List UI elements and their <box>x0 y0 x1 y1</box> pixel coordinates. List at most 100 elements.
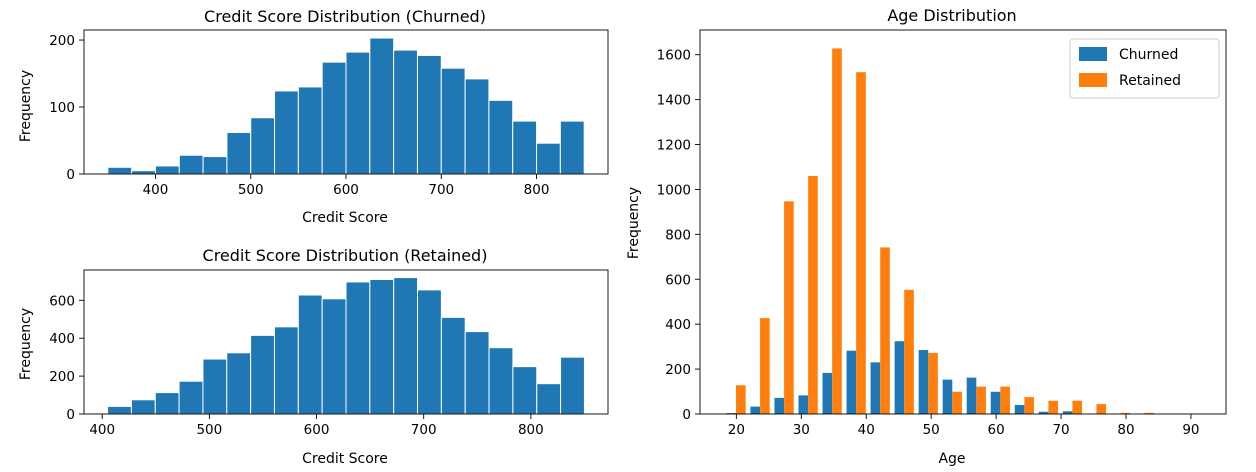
y-tick-label: 400 <box>665 317 691 333</box>
x-tick-label: 20 <box>728 422 745 438</box>
x-tick-label: 700 <box>411 422 437 438</box>
y-axis-label: Frequency <box>18 308 34 380</box>
bar-retained <box>1072 400 1083 414</box>
x-tick-label: 50 <box>923 422 940 438</box>
bar <box>154 392 180 415</box>
y-tick-label: 1400 <box>657 93 691 109</box>
bar-retained <box>784 201 794 414</box>
x-tick-label: 500 <box>196 422 222 438</box>
bar-retained <box>1144 412 1155 414</box>
bar-retained <box>856 72 866 415</box>
bar <box>321 61 347 175</box>
bar <box>154 165 180 175</box>
bar <box>416 54 442 175</box>
bar <box>488 99 514 175</box>
bar <box>393 277 419 415</box>
y-tick-label: 0 <box>66 407 75 423</box>
bar-churned <box>822 372 833 414</box>
x-tick-label: 700 <box>428 182 454 198</box>
bar-churned <box>750 406 761 414</box>
y-tick-label: 1600 <box>657 48 691 64</box>
bar-churned <box>870 362 881 414</box>
chart-title: Age Distribution <box>887 6 1016 25</box>
bar <box>178 380 204 415</box>
bar-churned <box>894 341 905 414</box>
bar <box>512 120 538 175</box>
chart-title: Credit Score Distribution (Retained) <box>203 246 488 265</box>
x-tick-label: 800 <box>524 182 550 198</box>
bar-churned <box>846 350 857 414</box>
bar <box>369 37 395 175</box>
y-tick-label: 400 <box>49 331 75 347</box>
y-tick-label: 1000 <box>657 182 691 198</box>
bar-retained <box>1024 397 1034 414</box>
bar <box>345 281 371 415</box>
legend-swatch-churned <box>1079 47 1107 61</box>
bar <box>369 278 395 415</box>
bar <box>440 67 466 175</box>
bar-retained <box>1096 404 1107 414</box>
bar <box>250 334 275 415</box>
bar-retained <box>976 386 986 414</box>
legend: Churned Retained <box>1069 38 1220 99</box>
bar <box>297 294 323 415</box>
legend-frame <box>1069 38 1220 99</box>
y-axis-label: Frequency <box>626 187 642 259</box>
legend-label-retained: Retained <box>1119 73 1181 89</box>
bar-retained <box>808 175 818 414</box>
bar <box>559 120 585 175</box>
chart-credit-score-churned: Credit Score Distribution (Churned) 400 5… <box>18 7 609 226</box>
bar <box>107 405 132 415</box>
bar <box>512 366 538 415</box>
bar <box>464 78 490 175</box>
legend-label-churned: Churned <box>1119 47 1178 63</box>
chart-age-distribution: Age Distribution 20 30 40 50 60 70 80 90 0 200 400… <box>626 6 1227 467</box>
bar <box>274 90 299 175</box>
bar <box>273 326 299 415</box>
bar <box>226 131 252 175</box>
bar-retained <box>736 385 746 414</box>
chart-credit-score-retained: Credit Score Distribution (Retained) 400… <box>18 246 609 467</box>
x-tick-label: 80 <box>1117 422 1134 438</box>
axes-frame <box>699 29 1227 415</box>
bar-retained <box>880 247 890 414</box>
x-axis-label: Credit Score <box>302 451 388 467</box>
bar-churned <box>918 350 929 414</box>
bar <box>393 49 418 175</box>
bar-churned <box>1038 411 1049 414</box>
bar-retained <box>1000 386 1010 414</box>
bar <box>488 347 514 415</box>
y-tick-label: 600 <box>49 293 75 309</box>
bar-churned <box>990 391 1001 414</box>
bar-retained <box>760 318 770 414</box>
bar <box>178 154 204 175</box>
bar <box>345 51 371 175</box>
bar <box>440 316 466 415</box>
bar-churned <box>1062 411 1073 414</box>
x-tick-label: 400 <box>89 422 115 438</box>
bar <box>321 298 347 415</box>
bar-retained <box>1120 412 1131 414</box>
bar <box>250 117 276 175</box>
x-tick-label: 30 <box>793 422 810 438</box>
bar-retained <box>928 352 938 414</box>
x-tick-label: 60 <box>988 422 1005 438</box>
bar <box>226 352 252 415</box>
bar <box>202 358 228 415</box>
bar <box>536 383 562 415</box>
x-tick-label: 400 <box>143 182 169 198</box>
bar <box>560 356 585 415</box>
y-tick-label: 800 <box>665 227 691 243</box>
chart-title: Credit Score Distribution (Churned) <box>204 7 486 26</box>
y-tick-label: 200 <box>49 369 75 385</box>
bar <box>107 166 133 175</box>
x-tick-label: 800 <box>518 422 544 438</box>
bar-retained <box>1048 400 1059 414</box>
y-tick-label: 200 <box>665 362 691 378</box>
bar-churned <box>798 395 809 414</box>
bar <box>202 156 228 175</box>
bar-churned <box>966 377 977 414</box>
y-tick-label: 0 <box>66 167 75 183</box>
x-tick-label: 40 <box>858 422 875 438</box>
